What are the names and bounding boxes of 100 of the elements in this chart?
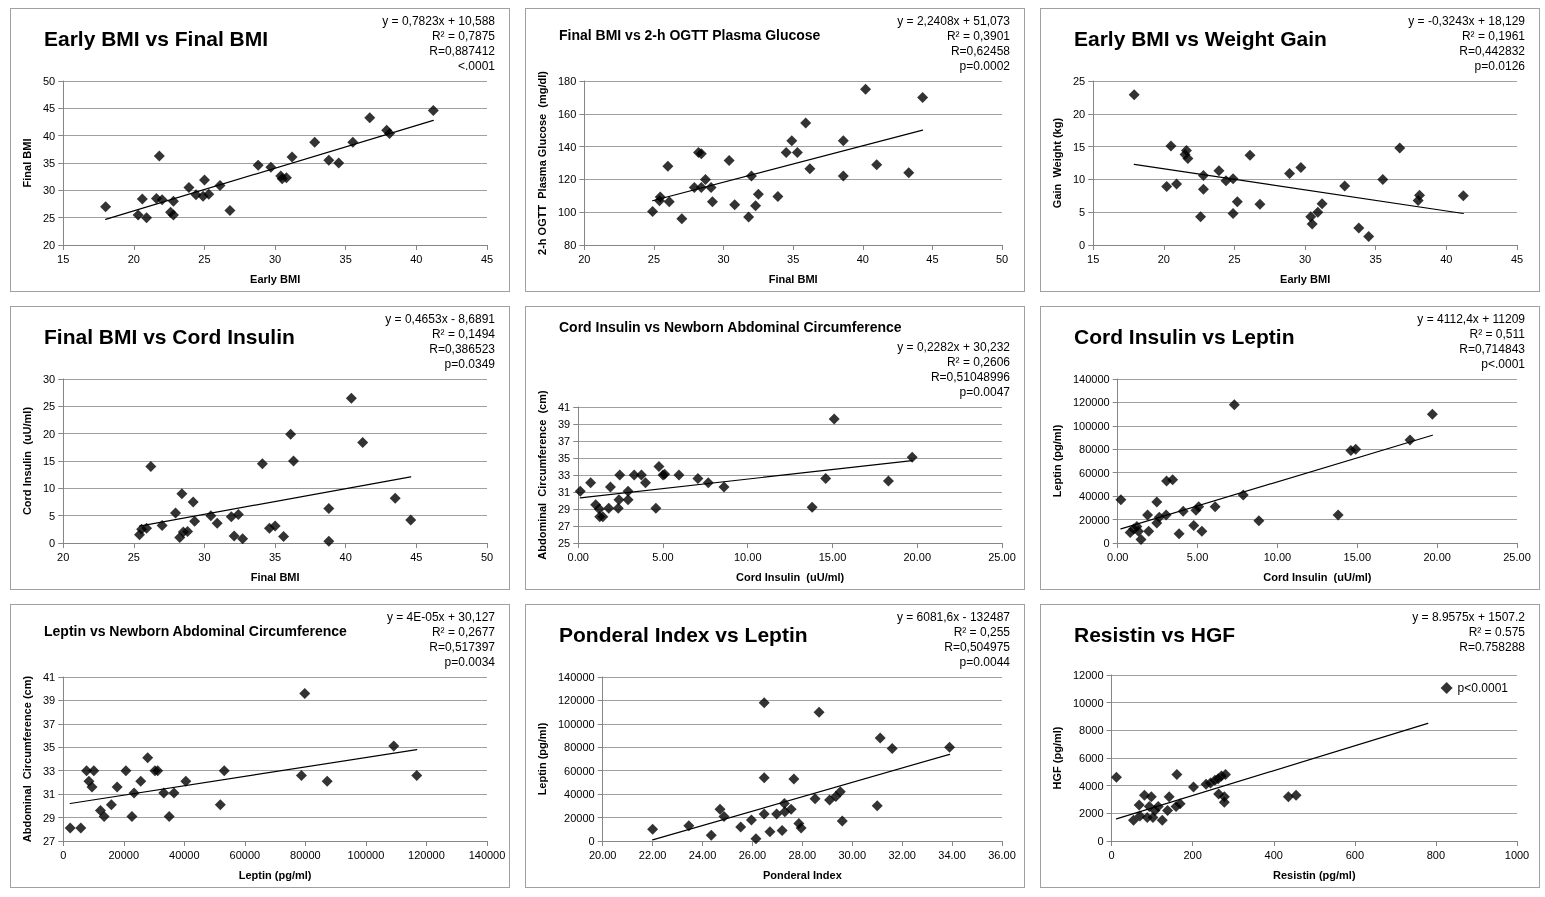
y-axis-title: Leptin (pg/ml) — [1050, 424, 1063, 498]
y-tick-label: 100 — [557, 206, 577, 219]
x-axis-title: Cord Insulin (uU/ml) — [1263, 570, 1372, 583]
x-tick-label: 800 — [1426, 848, 1446, 861]
y-tick-label: 0 — [1103, 537, 1110, 549]
x-axis-title: Leptin (pg/ml) — [238, 868, 312, 881]
x-tick-label: 20.00 — [903, 550, 932, 563]
y-tick-label: 120 — [557, 173, 577, 186]
x-tick-label: 5.00 — [652, 550, 674, 563]
y-tick-label: 140000 — [557, 671, 595, 683]
y-tick-label: 120000 — [1072, 396, 1110, 409]
text: R² = 0,255 — [953, 625, 1011, 639]
x-tick-label: 120000 — [408, 848, 445, 861]
x-tick-label: 32.00 — [888, 848, 916, 861]
y-tick-label: 160 — [557, 107, 577, 120]
text: y = 2,2408x + 51,073 — [897, 14, 1011, 28]
text: p=0.0349 — [444, 357, 496, 371]
x-tick-label: 50 — [480, 550, 494, 563]
y-tick-label: 5 — [49, 509, 56, 522]
x-tick-label: 60000 — [229, 848, 261, 861]
x-tick-label: 100000 — [347, 848, 385, 861]
x-tick-label: 36.00 — [988, 848, 1016, 861]
text: R² = 0,1961 — [1461, 29, 1526, 43]
text: y = 0,7823x + 10,588 — [382, 14, 496, 28]
x-tick-label: 30 — [717, 252, 730, 265]
text: R² = 0,3901 — [946, 29, 1011, 43]
text: R² = 0.575 — [1468, 625, 1526, 639]
text: R² = 0,511 — [1469, 327, 1526, 341]
x-tick-label: 20.00 — [588, 848, 617, 861]
text: y = 4E-05x + 30,127 — [386, 610, 496, 624]
text: R² = 0,2677 — [431, 625, 496, 639]
y-tick-label: 35 — [42, 157, 56, 169]
x-tick-label: 45 — [480, 252, 494, 265]
y-tick-label: 6000 — [1079, 752, 1104, 764]
y-tick-label: 80000 — [564, 741, 595, 754]
text: R² = 0,1494 — [431, 327, 496, 341]
y-tick-label: 20 — [1072, 107, 1086, 120]
text: R=0,386523 — [429, 342, 496, 356]
chart-title: Early BMI vs Final BMI — [44, 27, 269, 50]
y-tick-label: 20000 — [1079, 513, 1110, 526]
y-tick-label: 80000 — [1079, 443, 1110, 456]
text: R=0,887412 — [429, 44, 496, 58]
text: <.0001 — [457, 59, 496, 73]
text: y = 8.9575x + 1507.2 — [1412, 610, 1526, 624]
x-axis-title: Cord Insulin (uU/ml) — [736, 570, 845, 583]
y-tick-label: 100000 — [557, 717, 595, 730]
x-tick-label: 1000 — [1504, 848, 1530, 861]
y-tick-label: 39 — [42, 694, 56, 707]
y-tick-label: 4000 — [1079, 779, 1104, 792]
y-tick-label: 33 — [42, 764, 56, 777]
y-axis-title: Leptin (pg/ml) — [535, 722, 548, 796]
text: R=0,714843 — [1459, 342, 1526, 356]
y-tick-label: 0 — [49, 537, 56, 549]
y-tick-label: 45 — [42, 102, 56, 115]
chart-title: Final BMI vs Cord Insulin — [44, 325, 295, 348]
y-tick-label: 140000 — [1072, 373, 1110, 385]
y-tick-label: 27 — [557, 520, 571, 532]
y-tick-label: 33 — [557, 469, 571, 481]
x-tick-label: 10.00 — [733, 550, 762, 563]
y-tick-label: 140 — [557, 140, 577, 153]
y-tick-label: 35 — [557, 452, 571, 464]
y-tick-label: 41 — [557, 401, 571, 413]
y-tick-label: 0 — [1079, 239, 1086, 251]
y-axis-title: Abdominal Circumference (cm) — [535, 390, 548, 560]
chart-title: Cord Insulin vs Leptin — [1074, 325, 1295, 348]
x-tick-label: 20 — [57, 550, 70, 563]
y-tick-label: 40000 — [564, 788, 595, 801]
x-tick-label: 30 — [268, 252, 282, 265]
text: y = -0,3243x + 18,129 — [1408, 14, 1526, 28]
x-tick-label: 80000 — [290, 848, 321, 861]
x-axis-title: Early BMI — [250, 272, 301, 285]
x-tick-label: 15 — [57, 252, 70, 265]
y-tick-label: 12000 — [1072, 669, 1104, 681]
text: p=0.0034 — [444, 655, 496, 669]
text: R=0.758288 — [1459, 640, 1526, 654]
x-tick-label: 400 — [1264, 848, 1283, 861]
x-tick-label: 0.00 — [1107, 550, 1129, 563]
text: R² = 0,2606 — [946, 355, 1011, 369]
x-tick-label: 30 — [1298, 252, 1312, 265]
x-tick-label: 34.00 — [938, 848, 966, 861]
y-tick-label: 37 — [557, 435, 571, 447]
x-tick-label: 35 — [268, 550, 282, 563]
x-tick-label: 25 — [647, 252, 661, 265]
y-axis-title: 2-h OGTT Plasma Glucose (mg/dl) — [535, 70, 548, 255]
y-tick-label: 120000 — [557, 694, 595, 707]
y-tick-label: 40 — [42, 129, 56, 142]
x-tick-label: 20000 — [108, 848, 140, 861]
y-tick-label: 20 — [42, 239, 56, 251]
x-tick-label: 22.00 — [638, 848, 667, 861]
x-tick-label: 45 — [926, 252, 939, 265]
x-tick-label: 40 — [1440, 252, 1453, 265]
y-tick-label: 31 — [42, 788, 56, 801]
y-tick-label: 10 — [1072, 173, 1086, 186]
text: y = 0,2282x + 30,232 — [897, 340, 1011, 354]
x-tick-label: 200 — [1183, 848, 1202, 861]
y-tick-label: 80 — [564, 239, 577, 251]
chart-title: Final BMI vs 2-h OGTT Plasma Glucose — [559, 27, 821, 43]
y-tick-label: 31 — [557, 486, 571, 498]
x-tick-label: 40 — [856, 252, 869, 265]
y-tick-label: 25 — [1072, 75, 1086, 87]
